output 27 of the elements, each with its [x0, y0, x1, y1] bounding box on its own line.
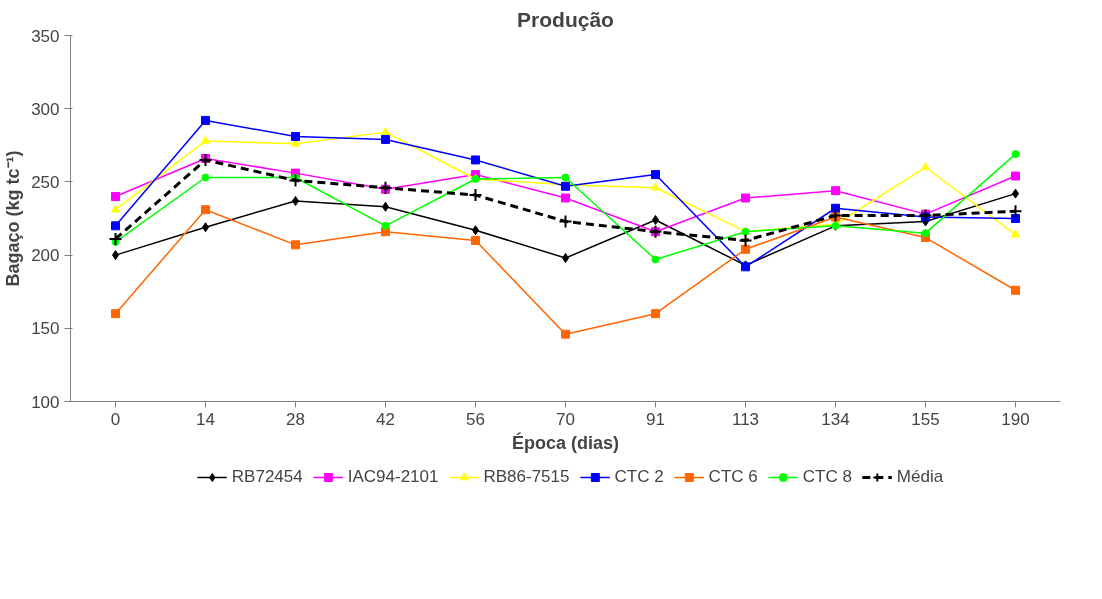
x-tick-label: 190 [1001, 409, 1030, 429]
x-tick-label: 155 [911, 409, 940, 429]
x-axis-title: Época (dias) [511, 431, 620, 453]
x-tick-label: 14 [196, 409, 215, 429]
x-tick-label: 70 [556, 409, 575, 429]
x-tick-label: 113 [731, 409, 760, 429]
y-axis-title: Bagaço (kg tc⁻¹) [3, 150, 24, 287]
y-tick-label: 300 [31, 99, 60, 119]
y-tick-label: 150 [31, 319, 60, 339]
y-tick-label: 100 [31, 392, 60, 412]
chart-title: Produção [517, 7, 614, 31]
legend-label: CTC 8 [802, 467, 852, 487]
legend-label: IAC94-2101 [347, 467, 439, 487]
x-tick-label: 0 [110, 409, 121, 429]
x-tick-label: 42 [376, 409, 395, 429]
y-tick-label: 200 [31, 246, 60, 266]
legend-label: Média [896, 467, 944, 487]
x-tick-label: 91 [646, 409, 665, 429]
y-tick-label: 250 [31, 172, 60, 192]
legend-label: CTC 2 [614, 467, 664, 487]
legend-label: RB72454 [231, 467, 303, 487]
x-tick-label: 28 [286, 409, 305, 429]
x-tick-label: 134 [821, 409, 850, 429]
x-tick-label: 56 [466, 409, 485, 429]
legend-label: RB86-7515 [483, 467, 570, 487]
legend-label: CTC 6 [708, 467, 758, 487]
y-tick-label: 350 [31, 26, 60, 46]
